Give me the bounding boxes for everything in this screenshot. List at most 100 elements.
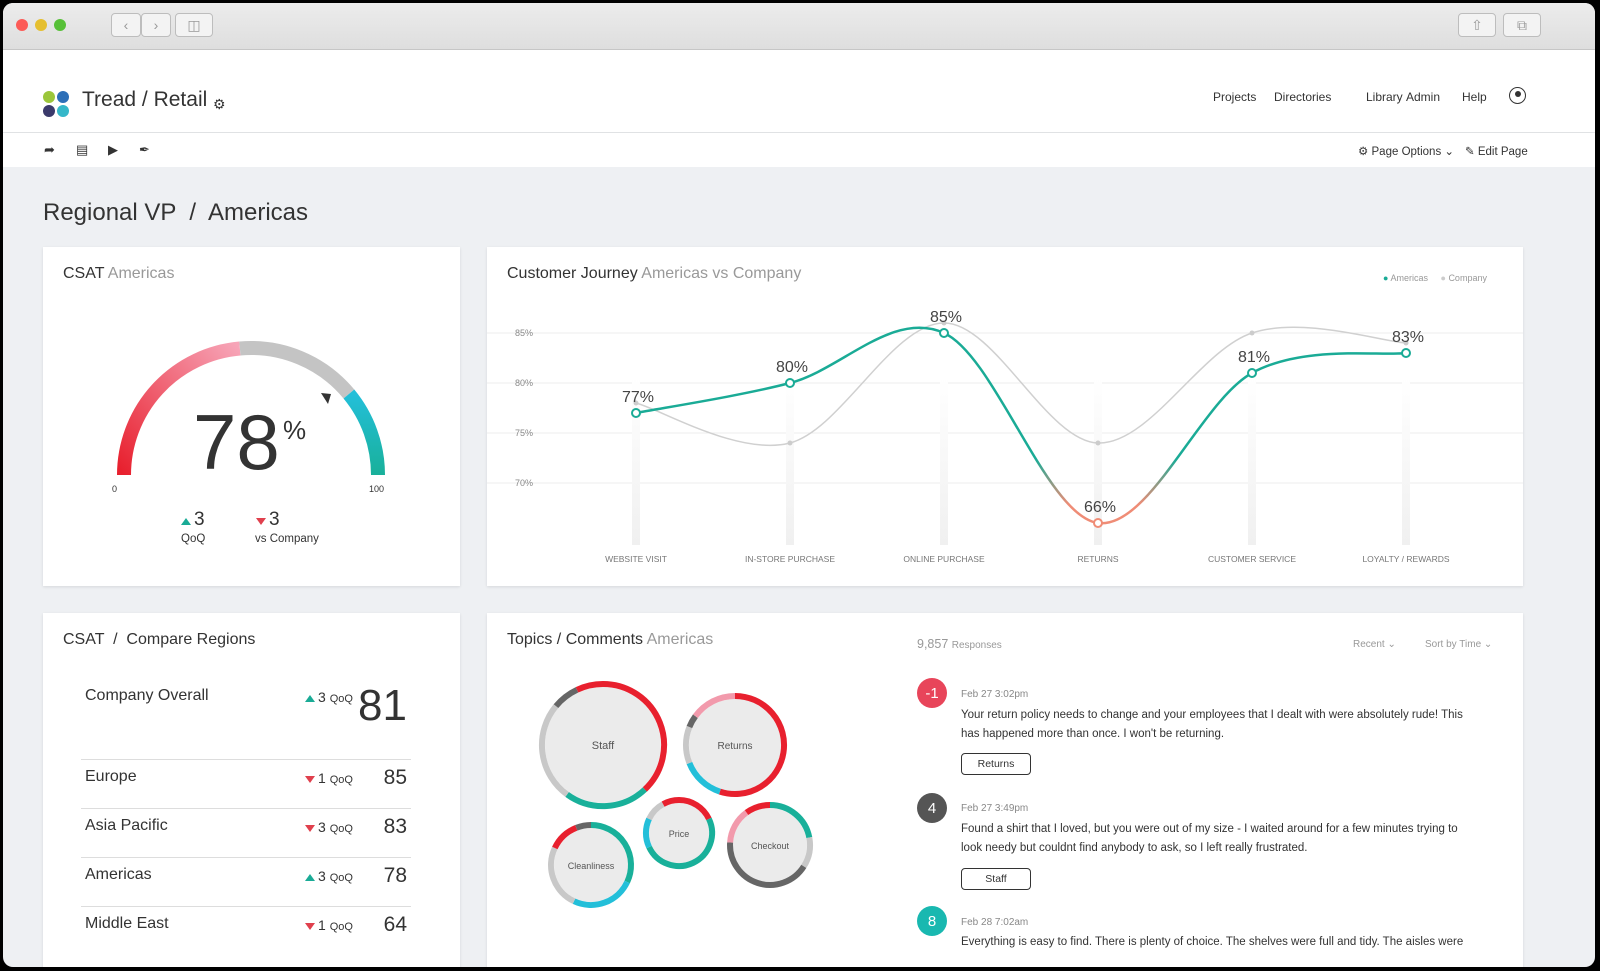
pencil-icon: ✎ [1465,146,1475,158]
page-options-button[interactable]: ⚙ Page Options ⌄ [1358,144,1454,158]
americas-point[interactable] [1093,518,1103,528]
delta-value: 1 [318,770,326,786]
sort-label: Sort by Time [1425,639,1482,650]
region-row[interactable]: Americas 3 QoQ 78 [81,858,411,907]
edit-page-button[interactable]: ✎ Edit Page [1465,144,1528,158]
nav-library[interactable]: Library [1366,90,1403,104]
region-score: 83 [383,815,407,838]
topics-subtitle: Americas [646,631,714,648]
qoq-label: QoQ [329,823,353,835]
americas-point[interactable] [1247,368,1257,378]
nav-directories[interactable]: Directories [1274,90,1332,104]
logo-icon [57,105,69,117]
present-icon[interactable]: ▶ [108,142,118,157]
sentiment-badge: 8 [917,906,947,936]
americas-point[interactable] [1401,348,1411,358]
tabs-button[interactable]: ⧉ [1503,13,1541,37]
close-window-button[interactable] [16,19,28,31]
comment-date: Feb 27 3:49pm [961,803,1029,814]
topic-bubbles: Staff Returns Price Cleanliness Checkout [538,680,813,908]
region-delta: 3 QoQ [305,819,353,835]
sentiment-badge: 4 [917,793,947,823]
bubble-label: Staff [592,740,615,752]
export-icon[interactable]: ▤ [76,142,89,157]
forward-button[interactable]: › [141,13,171,37]
y-tick-label: 75% [515,428,533,438]
nav-admin[interactable]: Admin [1406,90,1441,104]
qoq-delta: 3 [181,509,205,531]
x-tick-label: ONLINE PURCHASE [903,554,985,564]
nav-help[interactable]: Help [1462,90,1487,104]
vs-company-label: vs Company [255,533,319,545]
x-tick-label: LOYALTY / REWARDS [1362,554,1449,564]
customer-journey-chart: 85% 80% 75% 70% WEBSITE VISIT IN-STORE PURCH… [487,309,1523,564]
compare-regions-card: CSAT / Compare Regions Company Overall 3… [43,613,460,967]
y-tick-label: 70% [515,478,533,488]
recent-label: Recent [1353,639,1385,650]
region-row[interactable]: Company Overall 3 QoQ 81 [81,677,411,760]
customer-journey-card: Customer Journey Americas vs Company ● A… [487,247,1523,586]
chevron-down-icon: ⌄ [1387,639,1396,650]
x-tick-label: IN-STORE PURCHASE [745,554,835,564]
sentiment-badge: -1 [917,678,947,708]
card-title: Topics / Comments Americas [507,631,713,649]
maximize-window-button[interactable] [54,19,66,31]
minimize-window-button[interactable] [35,19,47,31]
topic-bubble[interactable]: Staff [538,680,668,810]
sort-dropdown[interactable]: Sort by Time ⌄ [1425,639,1492,650]
topic-bubble[interactable]: Checkout [727,801,813,888]
data-label: 80% [776,359,808,376]
bubble-label: Price [669,829,690,839]
region-row[interactable]: Asia Pacific 3 QoQ 83 [81,809,411,858]
nav-projects[interactable]: Projects [1213,90,1257,104]
bubble-fill [649,803,709,863]
gauge-pointer [321,393,331,404]
bubble-segment [590,822,634,884]
region-score: 78 [383,864,407,887]
category-column [1248,377,1256,545]
data-label: 81% [1238,349,1270,366]
x-tick-label: RETURNS [1077,554,1118,564]
region-delta: 3 QoQ [305,868,353,884]
back-button[interactable]: ‹ [111,13,141,37]
americas-point[interactable] [785,378,795,388]
brush-icon[interactable]: ✒ [139,142,150,157]
qoq-label: QoQ [181,533,206,545]
region-row[interactable]: Middle East 1 QoQ 64 [81,907,411,955]
comment-date: Feb 28 7:02am [961,917,1029,928]
americas-point[interactable] [631,408,641,418]
tag-button-returns[interactable]: Returns [961,753,1031,775]
region-score: 64 [383,913,407,936]
sidebar-toggle-button[interactable]: ◫ [175,13,213,37]
up-arrow-icon [181,518,191,525]
csat-unit: % [283,415,307,445]
company-point [1095,440,1101,446]
x-tick-label: WEBSITE VISIT [605,554,667,564]
user-icon[interactable] [1509,87,1526,104]
category-column [1094,377,1102,545]
tag-button-staff[interactable]: Staff [961,868,1031,890]
share-button[interactable]: ⇧ [1458,13,1496,37]
region-delta: 1 QoQ [305,917,353,933]
x-tick-label: CUSTOMER SERVICE [1208,554,1296,564]
qoq-label: QoQ [329,872,353,884]
data-label: 77% [622,389,654,406]
card-title: Customer Journey Americas vs Company [507,265,801,283]
category-column [786,377,794,545]
vs-company-value: 3 [269,509,280,530]
down-arrow-icon [305,923,315,930]
share-icon[interactable]: ➦ [44,142,55,157]
topic-bubble[interactable]: Cleanliness [548,822,634,908]
data-label: 83% [1392,329,1424,346]
americas-point[interactable] [939,328,949,338]
chart-legend: ● Americas ● Company [1383,273,1487,283]
recent-dropdown[interactable]: Recent ⌄ [1353,639,1396,650]
topic-bubble[interactable]: Price [643,796,716,870]
topic-bubble[interactable]: Returns [683,693,788,797]
browser-window: ‹ › ◫ ⇧ ⧉ Tread / Retail ⚙ Projects Dire… [3,3,1595,967]
region-row[interactable]: Europe 1 QoQ 85 [81,760,411,809]
bubble-segment [553,687,579,709]
compare-title: CSAT / Compare Regions [63,631,256,648]
chevron-down-icon: ⌄ [1483,639,1493,650]
gear-icon[interactable]: ⚙ [213,96,226,112]
